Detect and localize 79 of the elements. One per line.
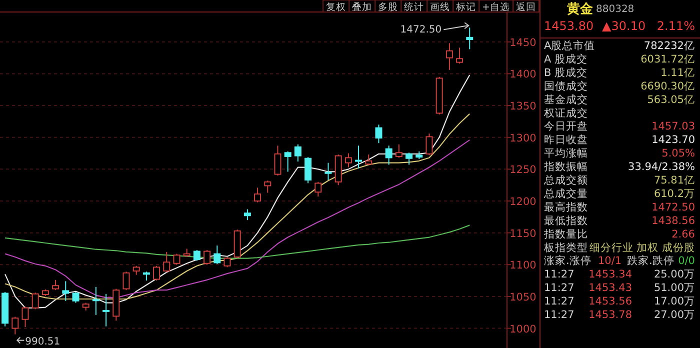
text: 610.2万: [654, 188, 695, 200]
text: 25.00万: [654, 268, 695, 281]
category-label: 11:27: [544, 282, 574, 294]
annotation: 复权: [326, 1, 346, 13]
text: 880328: [596, 4, 634, 15]
category-label: 总成交量: [543, 186, 588, 200]
text: 1453.78: [588, 309, 632, 321]
y-tick-label: 1450: [510, 36, 536, 49]
category-label: 指数振幅: [543, 161, 588, 174]
category-label: A股总市值: [544, 39, 596, 52]
text: 黄金: [566, 2, 594, 17]
candlestick: [446, 42, 453, 70]
text: ▲30.10: [602, 19, 646, 33]
y-tick-label: 1250: [510, 164, 536, 176]
category-label: 11:27: [544, 296, 574, 308]
text: 1.11亿: [660, 66, 695, 79]
category-label: 涨家.涨停: [544, 254, 592, 268]
candlestick: [102, 293, 110, 327]
text: 1457.03: [652, 120, 695, 133]
y-tick-label: 1000: [510, 323, 536, 336]
y-tick-label: 1300: [510, 132, 536, 144]
text: 跌家.跌停: [627, 255, 674, 268]
category-label: 11:27: [544, 309, 574, 321]
category-label: 最高指数: [544, 200, 588, 214]
text: 2.11%: [656, 19, 695, 33]
text: +自选: [482, 1, 510, 13]
category-label: 平均涨幅: [544, 148, 588, 160]
annotation: 多股: [378, 1, 398, 13]
category-label: 国债成交: [544, 79, 588, 92]
category-label: 今日开盘: [544, 120, 588, 133]
category-label: 基金成交: [544, 92, 588, 106]
candlestick: [385, 145, 392, 166]
candlestick: [62, 280, 70, 302]
y-tick-label: 1400: [510, 68, 536, 81]
text: 细分行业 加权 成份股: [589, 242, 695, 254]
annotation: 1472.50: [400, 24, 442, 36]
text: 5.05%: [662, 148, 695, 160]
category-label: 指数量比: [543, 227, 588, 240]
y-tick-label: 1150: [510, 228, 536, 240]
category-label: 权证成交: [543, 106, 588, 120]
category-label: 总成交额: [543, 174, 588, 186]
category-label: B 股成交: [544, 66, 588, 79]
text: 1423.70: [652, 134, 695, 146]
text: 返回: [516, 1, 536, 13]
text: 33.94/2.38%: [628, 161, 695, 174]
text: 2.66: [672, 228, 695, 240]
text: 27.00万: [654, 309, 695, 321]
text: 6031.72亿: [640, 53, 695, 66]
text: 10/1: [598, 255, 622, 268]
text: 51.00万: [654, 282, 695, 294]
text: 1438.56: [652, 214, 695, 227]
y-tick-label: 1200: [510, 196, 536, 208]
category-label: A 股成交: [544, 52, 588, 66]
text: 563.05亿: [647, 94, 695, 106]
text: 1472.50: [652, 201, 695, 214]
text: 6690.30亿: [640, 80, 695, 92]
annotation: 叠加: [352, 1, 372, 13]
category-label: 昨日收盘: [544, 134, 588, 146]
category-label: 最低指数: [544, 214, 588, 227]
y-tick-label: 1050: [510, 291, 536, 304]
text: 17.00万: [654, 296, 695, 308]
annotation: 990.51: [25, 336, 60, 348]
text: 0/0: [678, 255, 695, 268]
y-tick-label: 1100: [510, 260, 536, 272]
text: 1453.34: [588, 268, 632, 281]
text: 1453.80: [544, 19, 594, 33]
candlestick: [466, 27, 474, 50]
text: 75.81亿: [654, 174, 695, 186]
text: 1453.43: [588, 282, 632, 294]
y-tick-label: 1350: [510, 100, 536, 113]
category-label: 板指类型: [543, 240, 588, 254]
text: 1453.56: [588, 296, 632, 308]
annotation: 标记: [455, 1, 476, 13]
annotation: 画线: [430, 1, 450, 13]
annotation: 统计: [404, 1, 424, 13]
text: 782232亿: [644, 40, 695, 52]
candlestick: [92, 286, 100, 316]
category-label: 11:27: [544, 268, 574, 281]
candlestick: [375, 124, 382, 144]
